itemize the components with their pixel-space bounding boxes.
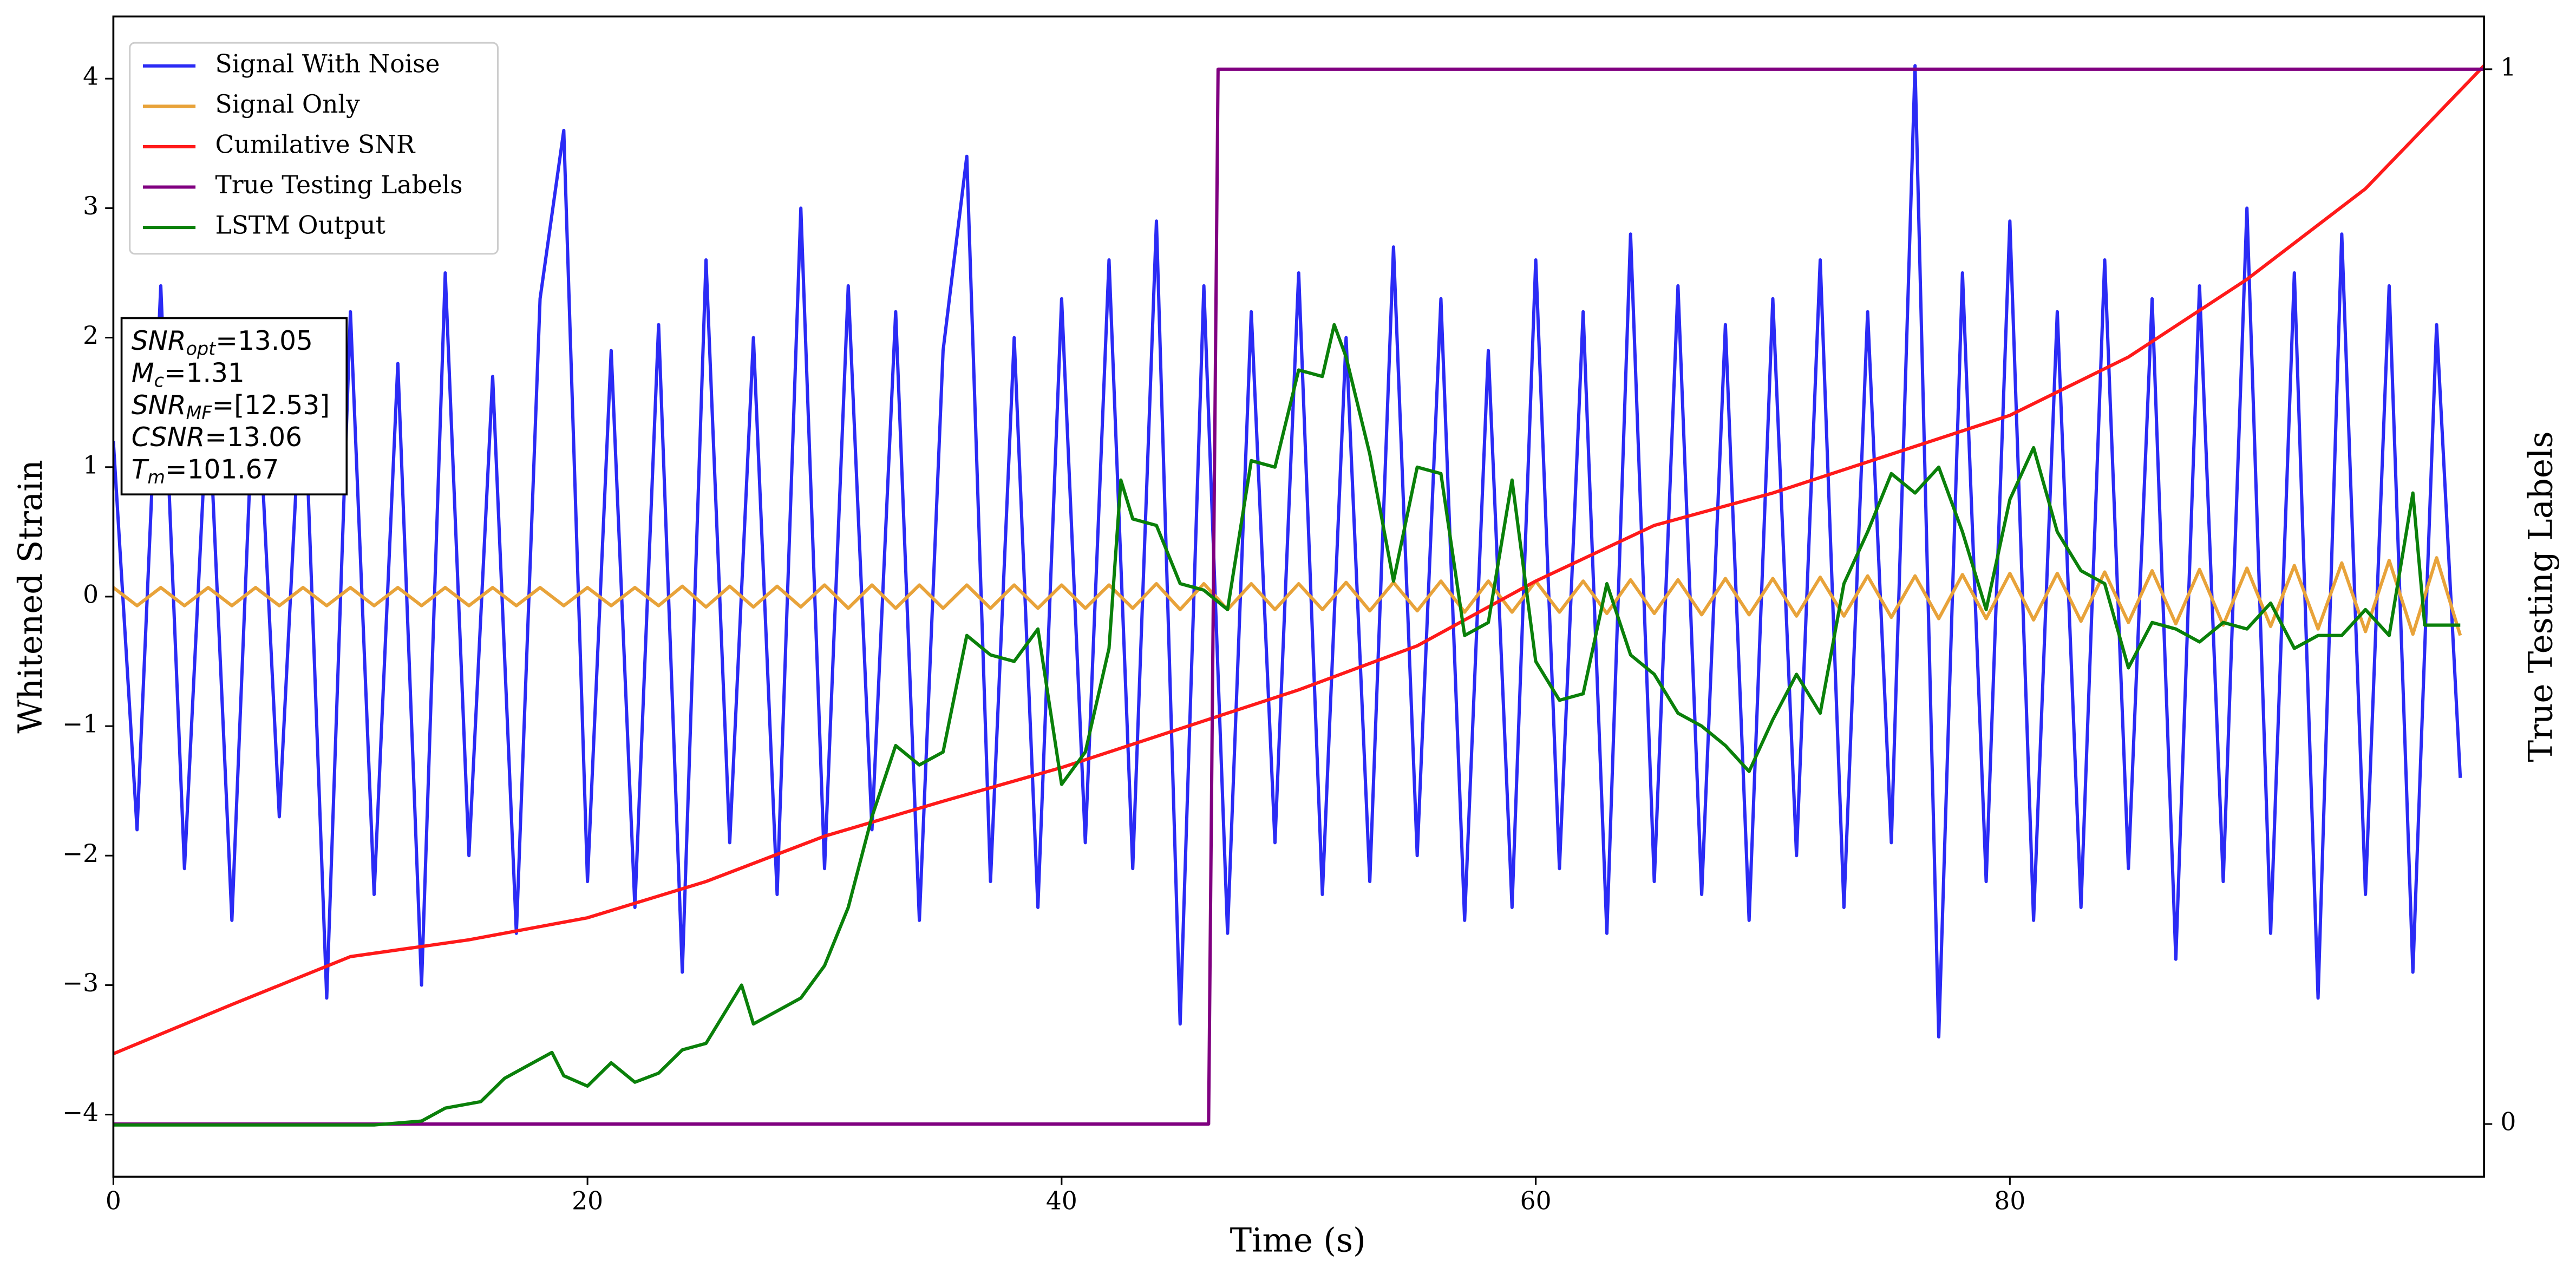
annotation-rest: =101.67 [165,455,279,485]
annotation-line: SNRMF=[12.53] [132,390,330,423]
y-tick-label: 4 [83,62,99,91]
annotation-line: CSNR=13.06 [132,422,302,453]
annotation-line: Mc=1.31 [132,358,245,391]
y-tick-label: 0 [83,580,99,609]
annotation-rest: =1.31 [164,358,245,388]
legend-label: Signal With Noise [215,49,440,78]
series-line [113,64,2485,1056]
y2-tick-label: 0 [2500,1107,2516,1136]
series-line [113,556,2462,636]
plot-frame [112,15,2485,1178]
annotation-line: Tm=101.67 [132,455,279,488]
x-tick-label: 0 [106,1187,121,1216]
y-tick-label: 1 [83,450,99,479]
y-tick-label: −2 [62,839,99,868]
x-tick-label: 60 [1520,1187,1552,1216]
annotation-sub: m [147,466,165,487]
annotation-sub: c [154,370,164,391]
legend-label: Signal Only [215,90,360,119]
legend-box [129,42,499,255]
legend-label: Cumilative SNR [215,130,416,159]
y-tick-label: −3 [62,969,99,997]
annotation-rest: =13.06 [205,422,302,453]
y2-axis-label: True Testing Labels [2522,431,2560,762]
y-tick-label: −4 [62,1098,99,1127]
x-axis-label: Time (s) [1230,1221,1366,1259]
annotation-rest: =13.05 [215,326,313,356]
plot-area [113,64,2485,1127]
series-line [113,64,2462,1039]
legend-label: LSTM Output [215,211,385,240]
annotation-sub: MF [186,402,213,423]
annotation-main: SNR [132,390,186,421]
annotation-main: SNR [132,326,186,356]
annotation-main: CSNR [132,422,205,453]
y-axis-label: Whitened Strain [12,460,50,733]
annotation-box [120,317,348,496]
legend-label: True Testing Labels [215,171,463,199]
y-tick-label: −1 [62,710,99,739]
annotation-main: M [132,358,154,388]
annotation-sub: opt [186,338,217,359]
annotation-rest: =[12.53] [212,390,330,421]
y2-tick-label: 1 [2500,53,2516,81]
x-tick-label: 80 [1994,1187,2025,1216]
x-tick-label: 20 [572,1187,603,1216]
annotation-line: SNRopt=13.05 [132,326,313,359]
series-line [113,323,2461,1127]
annotation-main: T [132,455,149,485]
x-tick-label: 40 [1046,1187,1077,1216]
y-tick-label: 3 [83,192,99,220]
y-tick-label: 2 [83,321,99,350]
